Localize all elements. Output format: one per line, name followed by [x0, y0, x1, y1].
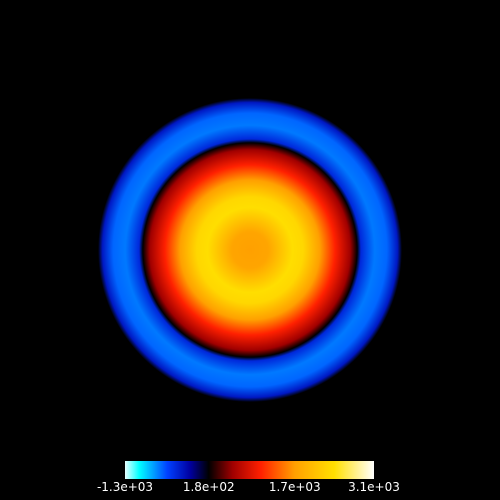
colorbar-tick-label: 1.7e+03 [269, 480, 321, 494]
colorbar-tick-label: -1.3e+03 [97, 480, 153, 494]
colorbar: -1.3e+03 1.8e+02 1.7e+03 3.1e+03 [97, 461, 400, 494]
radial-intensity-disk [98, 98, 402, 402]
colorbar-tick-labels: -1.3e+03 1.8e+02 1.7e+03 3.1e+03 [97, 480, 400, 494]
colorbar-strip [125, 461, 374, 479]
colorbar-tick-label: 3.1e+03 [348, 480, 400, 494]
colorbar-tick-label: 1.8e+02 [183, 480, 235, 494]
